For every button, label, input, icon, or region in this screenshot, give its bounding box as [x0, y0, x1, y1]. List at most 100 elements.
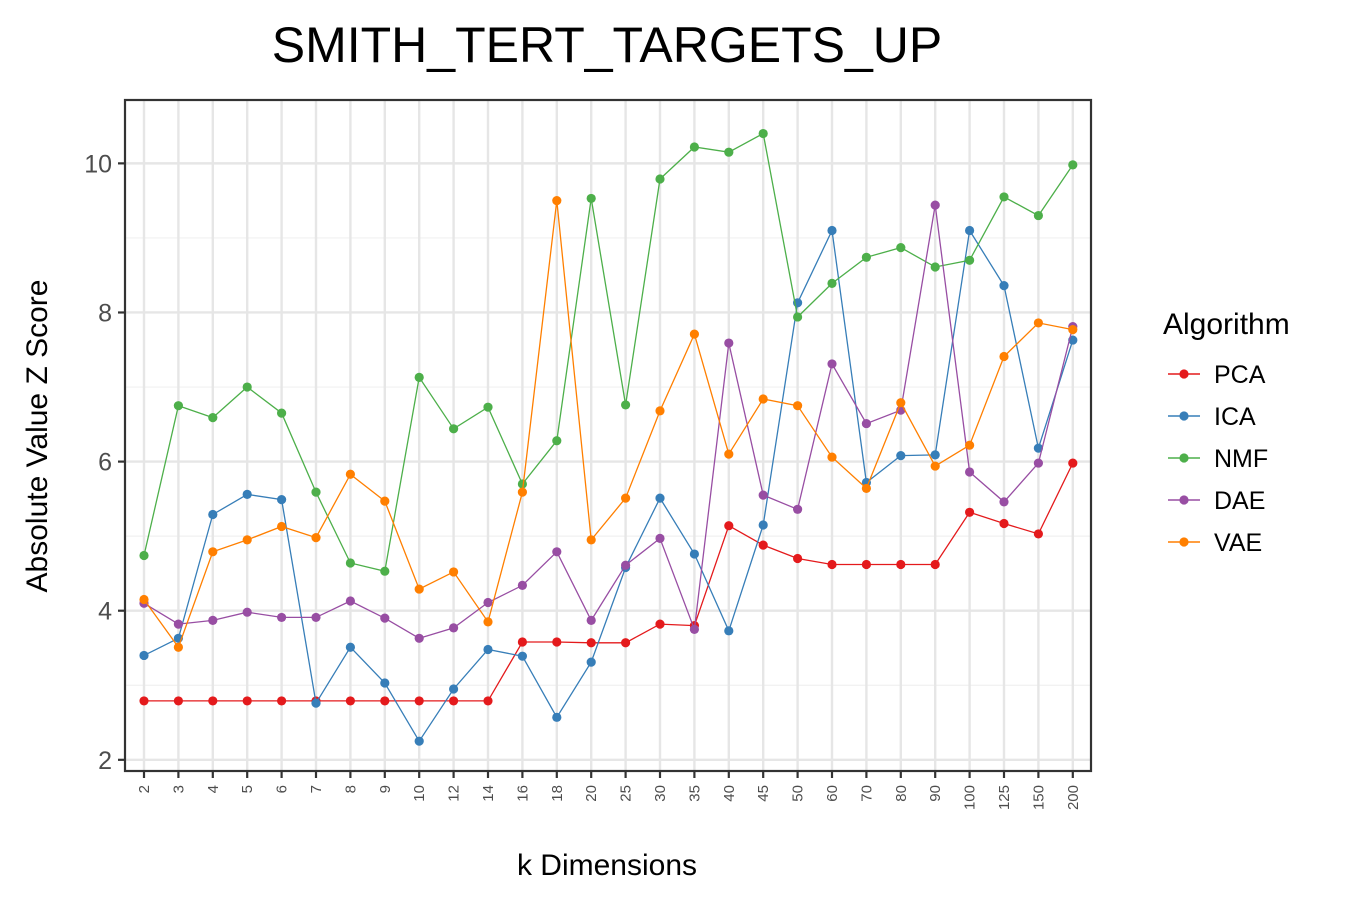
y-tick-label: 4	[98, 598, 112, 626]
data-point-pca	[793, 553, 803, 564]
data-point-nmf	[449, 424, 459, 434]
data-point-ica	[380, 678, 390, 688]
data-point-nmf	[552, 436, 562, 446]
x-tick-label: 45	[755, 785, 772, 802]
data-point-ica	[449, 684, 459, 694]
data-point-ica	[827, 225, 837, 236]
series-line-dae	[143, 204, 1074, 640]
data-point-vae	[380, 496, 390, 506]
x-tick-label: 20	[583, 785, 600, 802]
x-tick-label: 3	[170, 785, 187, 793]
x-tick-label: 4	[205, 785, 222, 793]
x-tick-label: 16	[514, 785, 531, 802]
data-point-pca	[896, 559, 906, 570]
major-gridlines	[125, 100, 1091, 771]
data-point-pca	[517, 637, 528, 647]
legend-label: DAE	[1214, 487, 1265, 515]
data-point-nmf	[517, 479, 528, 489]
data-point-dae	[345, 596, 355, 606]
data-point-nmf	[173, 401, 183, 411]
legend-label: NMF	[1214, 445, 1268, 473]
x-tick-label: 7	[308, 785, 325, 793]
data-point-ica	[483, 644, 493, 655]
data-point-dae	[311, 612, 321, 623]
data-point-nmf	[380, 566, 390, 576]
x-tick-label: 9	[377, 785, 394, 793]
data-point-dae	[793, 504, 803, 514]
data-point-nmf	[1068, 160, 1078, 170]
data-point-nmf	[827, 278, 837, 289]
legend-label: PCA	[1214, 361, 1266, 389]
data-point-vae	[793, 401, 803, 411]
data-point-pca	[965, 507, 975, 517]
legend-key-point	[1179, 411, 1189, 421]
data-point-vae	[277, 521, 287, 532]
data-point-nmf	[724, 147, 734, 157]
data-point-pca	[1033, 529, 1043, 539]
data-point-ica	[930, 450, 940, 460]
data-point-nmf	[277, 408, 287, 418]
data-point-dae	[930, 200, 940, 210]
data-point-dae	[621, 560, 631, 570]
data-point-ica	[999, 281, 1009, 291]
x-axis: 2 3 4 5 6 7 8 9 10 12 14 16 18 20 25 30 35 40 45 50 60 70 80 90…	[136, 771, 1082, 810]
data-point-vae	[311, 533, 321, 543]
data-point-ica	[414, 736, 424, 746]
data-point-nmf	[965, 255, 975, 265]
x-tick-label: 90	[927, 785, 944, 802]
data-point-nmf	[139, 550, 149, 561]
data-point-pca	[930, 559, 940, 570]
data-point-ica	[552, 712, 562, 722]
x-tick-label: 100	[962, 785, 979, 810]
data-point-dae	[483, 597, 493, 608]
x-tick-label: 50	[790, 785, 807, 802]
data-point-nmf	[483, 402, 493, 412]
y-axis: 2 4 6 8 10	[84, 150, 125, 775]
data-point-ica	[586, 657, 596, 667]
data-point-pca	[449, 696, 459, 706]
data-point-nmf	[655, 174, 665, 184]
data-point-pca	[483, 696, 493, 706]
series-line-nmf	[143, 132, 1074, 572]
data-point-ica	[277, 495, 287, 505]
data-point-vae	[655, 406, 665, 416]
series-layer	[139, 128, 1078, 746]
x-tick-label: 25	[618, 785, 635, 802]
data-point-vae	[449, 567, 459, 577]
data-point-pca	[758, 540, 768, 550]
legend: Algorithm PCA ICA NMF DAE VAE	[1163, 308, 1290, 557]
data-point-dae	[689, 624, 700, 634]
x-tick-label: 125	[996, 785, 1013, 810]
legend-key-point	[1179, 537, 1189, 547]
data-point-dae	[724, 338, 734, 348]
data-point-dae	[586, 615, 596, 625]
data-point-pca	[724, 521, 734, 531]
x-tick-label: 5	[239, 785, 256, 793]
data-point-ica	[242, 489, 252, 499]
series-line-ica	[143, 228, 1074, 743]
data-point-dae	[861, 418, 872, 429]
data-point-nmf	[621, 400, 631, 410]
data-point-pca	[345, 696, 355, 706]
data-point-vae	[483, 617, 493, 627]
data-point-pca	[552, 637, 562, 647]
data-point-pca	[242, 696, 252, 706]
data-point-dae	[965, 467, 975, 477]
data-point-vae	[208, 547, 218, 557]
data-point-ica	[655, 493, 665, 503]
data-point-pca	[861, 559, 872, 570]
y-tick-label: 8	[98, 299, 112, 327]
data-point-vae	[621, 493, 631, 503]
x-tick-label: 35	[686, 785, 703, 802]
legend-key-point	[1179, 369, 1189, 379]
data-point-dae	[827, 359, 837, 369]
data-point-vae	[552, 196, 562, 206]
data-point-vae	[242, 535, 252, 545]
data-point-ica	[896, 451, 906, 461]
data-point-vae	[724, 449, 734, 459]
data-point-vae	[930, 461, 940, 471]
y-tick-label: 2	[98, 747, 112, 775]
data-point-dae	[173, 619, 183, 629]
data-point-ica	[345, 642, 355, 652]
data-point-vae	[896, 398, 906, 408]
